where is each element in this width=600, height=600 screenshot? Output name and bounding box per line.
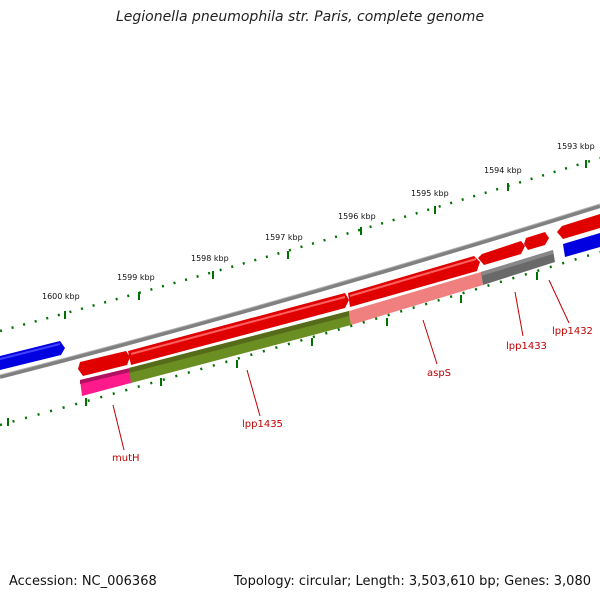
scale-label-1595: 1595 kbp [411, 189, 449, 198]
leader-lpp1435 [246, 369, 261, 417]
leader-aspS [422, 319, 438, 365]
gene-label-aspS: aspS [427, 368, 451, 379]
gene-label-lpp1432: lpp1432 [552, 326, 593, 337]
leader-mutH [112, 404, 125, 451]
scale-label-1596: 1596 kbp [338, 212, 376, 221]
inner-tick-ring [0, 250, 600, 427]
scale-label-1594: 1594 kbp [484, 166, 522, 175]
leader-lpp1432 [548, 279, 570, 324]
gene-mutH[interactable] [78, 351, 130, 376]
cog-bar-aspS [349, 272, 483, 325]
forward-genes [78, 214, 600, 376]
scale-label-1600: 1600 kbp [42, 292, 80, 301]
gene-label-mutH: mutH [112, 453, 140, 464]
outer-major-ticks [64, 160, 587, 319]
map-title: Legionella pneumophila str. Paris, compl… [115, 9, 485, 25]
scale-label-1598: 1598 kbp [191, 254, 229, 263]
gene-label-lpp1433: lpp1433 [506, 341, 547, 352]
cog-bars [80, 250, 555, 396]
scale-label-1597: 1597 kbp [265, 233, 303, 242]
inner-major-ticks [7, 272, 538, 426]
gene-right-reverse[interactable] [563, 233, 600, 257]
gene-right-forward[interactable] [557, 214, 600, 239]
gene-label-lpp1435: lpp1435 [242, 419, 283, 430]
gene-lpp1433[interactable] [478, 241, 525, 265]
accession-label: Accession: NC_006368 [9, 574, 157, 589]
gene-left-reverse[interactable] [0, 341, 65, 370]
gene-lpp1432[interactable] [524, 232, 549, 250]
genome-summary: Topology: circular; Length: 3,503,610 bp… [233, 574, 591, 589]
scale-label-1593: 1593 kbp [557, 142, 595, 151]
leader-lpp1433 [514, 291, 524, 337]
cog-bar-mutH [80, 368, 131, 396]
scale-label-1599: 1599 kbp [117, 273, 155, 282]
genome-backbone [0, 204, 600, 379]
gene-aspS[interactable] [348, 256, 480, 307]
